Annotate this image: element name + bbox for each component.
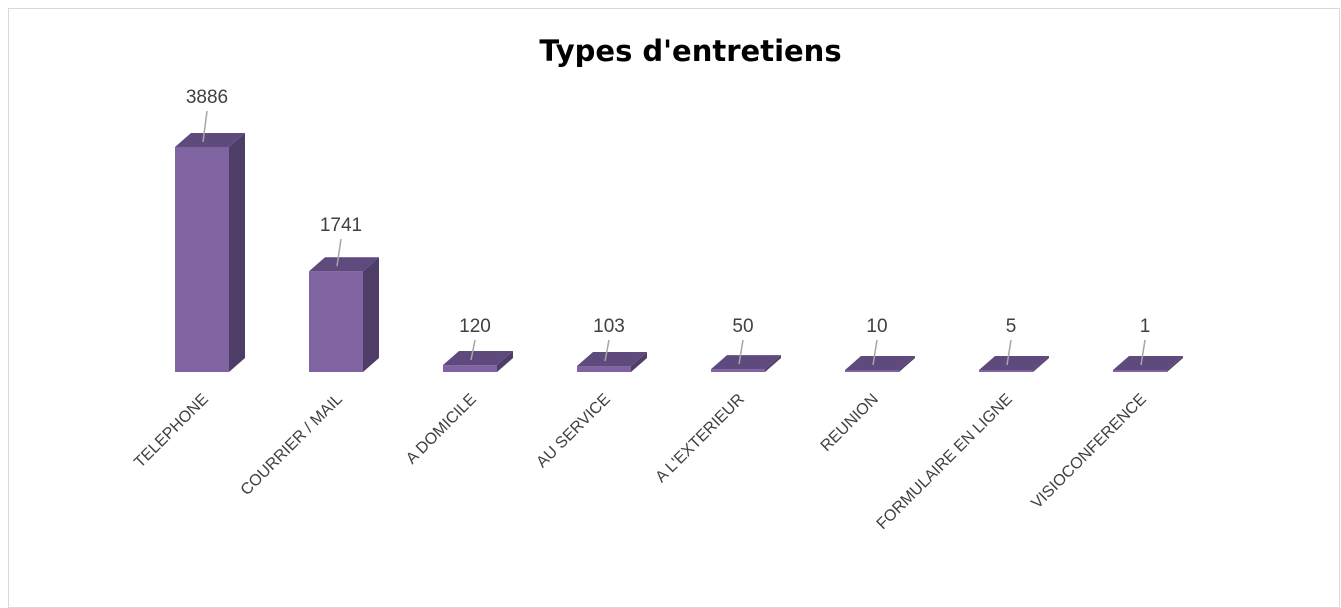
bar-2-top: [309, 257, 379, 272]
category-label-8: VISIOCONFERENCE: [1028, 391, 1149, 512]
bar-7-side: [1033, 356, 1049, 372]
bar-3-side: [497, 351, 513, 372]
bar-4-side: [631, 352, 647, 372]
bar-chart: 3886 TELEPHONE 1741 COURRIER / MAIL 120 A DOM…: [131, 87, 1183, 533]
bar-3: [443, 365, 497, 372]
bar-5-top: [711, 355, 781, 370]
category-label-3: A DOMICILE: [403, 391, 480, 468]
bar-3-top: [443, 351, 513, 366]
leader-line-4: [604, 339, 610, 362]
bar-8-side: [1167, 356, 1183, 372]
leader-line-2: [336, 238, 342, 267]
bar-5-side: [765, 355, 781, 372]
bar-7: [979, 370, 1033, 372]
chart-title: Types d'entretiens: [539, 34, 842, 68]
data-label-2: 1741: [320, 215, 362, 236]
bar-1-side: [229, 133, 245, 372]
bar-5: [711, 369, 765, 372]
data-label-7: 5: [1006, 316, 1017, 337]
bar-7-top: [979, 356, 1049, 370]
bar-6-side: [899, 356, 915, 372]
leader-line-1: [202, 110, 208, 143]
bar-1: [175, 147, 229, 372]
bar-6: [845, 370, 899, 372]
category-label-1: TELEPHONE: [131, 391, 212, 472]
leader-line-5: [738, 339, 744, 365]
bar-6-top: [845, 356, 915, 370]
category-label-7: FORMULAIRE EN LIGNE: [874, 391, 1016, 533]
category-label-2: COURRIER / MAIL: [238, 391, 346, 499]
category-label-4: AU SERVICE: [533, 391, 613, 471]
data-label-6: 10: [866, 316, 887, 337]
data-label-1: 3886: [186, 87, 228, 108]
category-label-6: REUNION: [818, 391, 882, 455]
leader-line-7: [1006, 339, 1012, 366]
bar-8-top: [1113, 356, 1183, 370]
bar-2-side: [363, 257, 379, 372]
leader-line-8: [1140, 339, 1146, 366]
leader-line-3: [470, 339, 476, 361]
bar-8: [1113, 370, 1167, 372]
bar-2: [309, 271, 363, 372]
category-label-5: A L'EXTERIEUR: [653, 391, 748, 486]
data-label-4: 103: [593, 316, 625, 337]
leader-line-6: [872, 339, 878, 366]
bar-4-top: [577, 352, 647, 367]
data-label-8: 1: [1140, 316, 1151, 337]
data-label-3: 120: [459, 316, 491, 337]
bar-1-top: [175, 133, 245, 147]
data-label-5: 50: [732, 316, 753, 337]
bar-4: [577, 366, 631, 372]
